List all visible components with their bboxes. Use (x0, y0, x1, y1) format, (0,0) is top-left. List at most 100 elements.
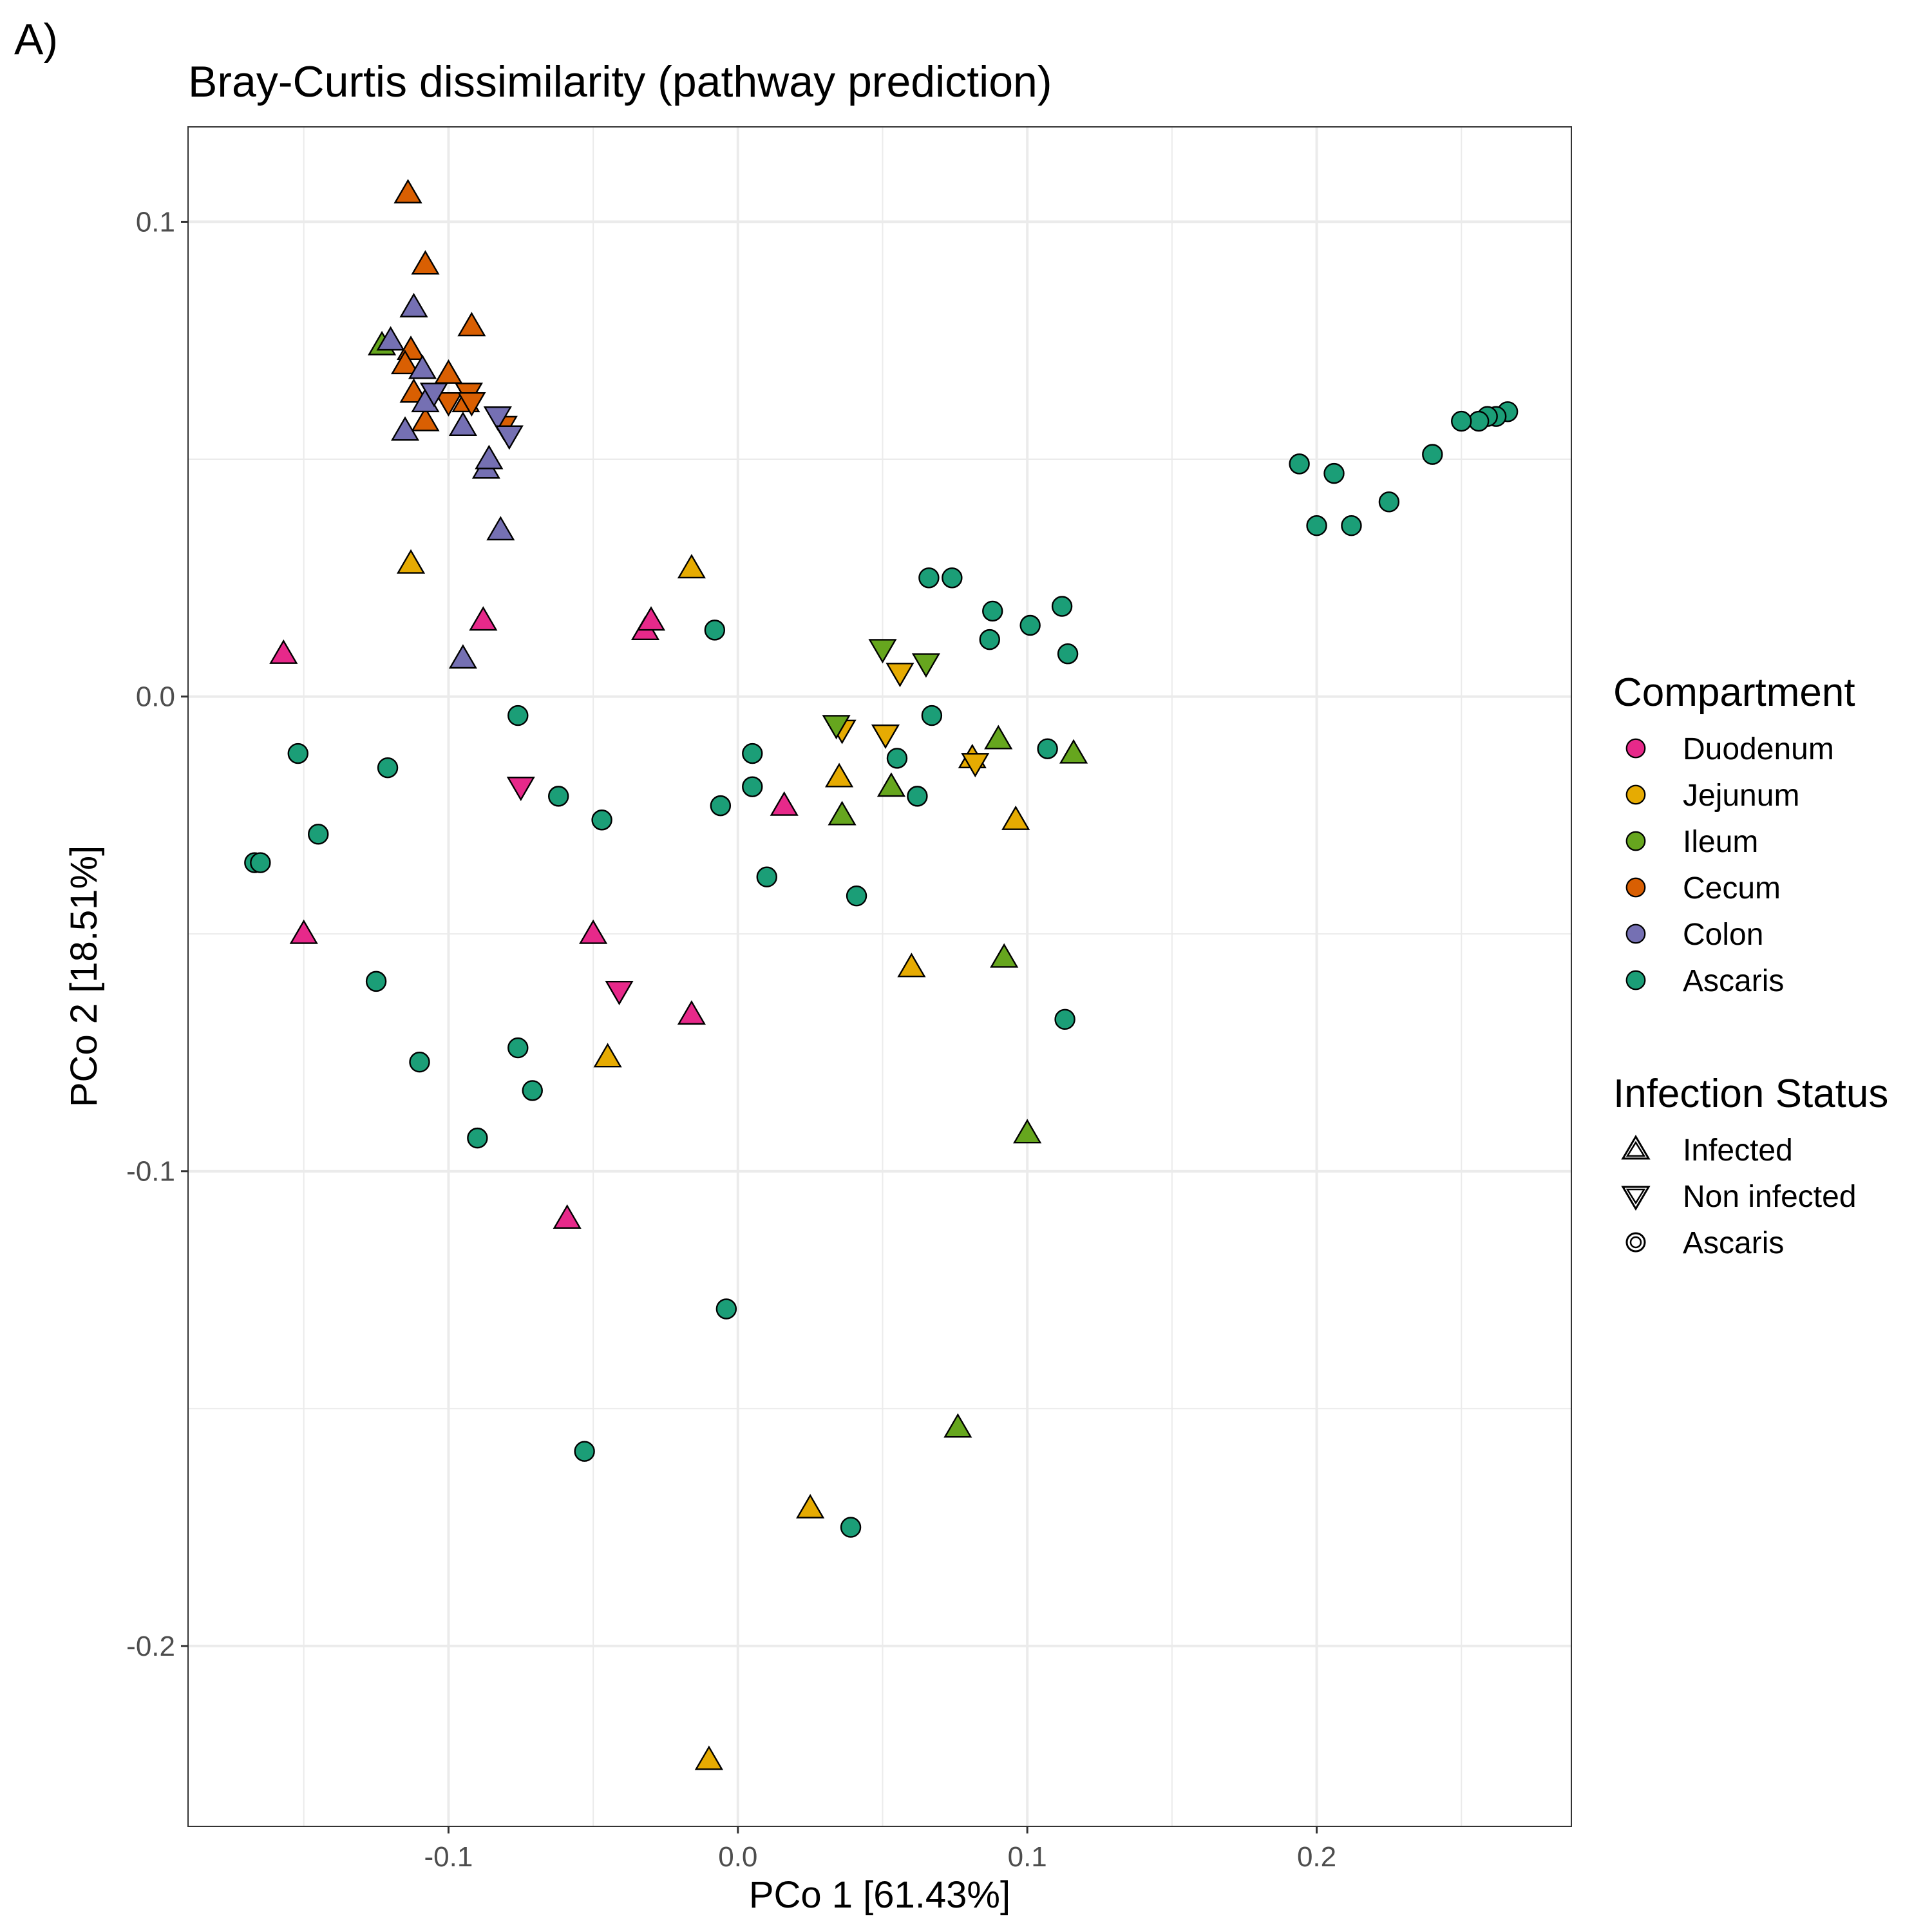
legend-compartment: Compartment Duodenum Jejunum Ileum Cecum Col… (1613, 670, 1855, 998)
ascaris-ascaris-point (1422, 444, 1443, 465)
legend-key (1621, 1186, 1651, 1211)
ascaris-ascaris-point (1054, 1009, 1075, 1030)
data-points (244, 178, 1519, 1770)
duodenum-infected-point (469, 606, 498, 631)
ascaris-ascaris-point (1037, 738, 1058, 759)
cecum-infected-point (411, 406, 440, 431)
jejunum-infected-point (825, 762, 854, 788)
ascaris-ascaris-point (1289, 453, 1310, 475)
y-axis-title: PCo 2 [18.51%] (63, 846, 105, 1107)
colon-infected-point (390, 416, 420, 441)
ascaris-ascaris-point (742, 776, 763, 797)
legend-color-swatch (1625, 738, 1646, 759)
colon-infected-point (376, 326, 405, 351)
ascaris-ascaris-point (907, 786, 928, 807)
legend-label: Non infected (1683, 1180, 1857, 1214)
legend-shape-outer (1621, 1135, 1651, 1160)
duodenum-infected-point (770, 791, 799, 816)
x-tick-label: 0.2 (1297, 1841, 1336, 1873)
x-axis-title: PCo 1 [61.43%] (749, 1874, 1010, 1916)
legend-label: Colon (1683, 918, 1764, 952)
ascaris-ascaris-point (287, 743, 308, 764)
jejunum-non-infected-point (871, 724, 900, 749)
ascaris-ascaris-point (467, 1127, 488, 1149)
duodenum-infected-point (269, 639, 298, 664)
ascaris-ascaris-point (918, 567, 940, 589)
cecum-infected-point (399, 378, 428, 403)
ascaris-ascaris-point (846, 885, 867, 907)
ascaris-ascaris-point (409, 1051, 430, 1073)
colon-infected-point (448, 644, 477, 669)
legend-key (1625, 738, 1646, 759)
jejunum-non-infected-point (961, 753, 990, 778)
ascaris-ascaris-point (365, 971, 387, 992)
jejunum-infected-point (694, 1745, 723, 1770)
legend-color-swatch (1625, 784, 1646, 805)
cecum-non-infected-point (434, 392, 463, 417)
duodenum-infected-point (553, 1204, 582, 1229)
duodenum-infected-point (289, 919, 318, 944)
legend-color-swatch (1625, 923, 1646, 944)
ascaris-ascaris-point (1057, 643, 1079, 665)
ascaris-ascaris-point (921, 705, 943, 726)
legend-key (1625, 970, 1646, 990)
ascaris-ascaris-point (710, 795, 732, 817)
ascaris-ascaris-point (547, 786, 569, 807)
cecum-infected-point (411, 250, 440, 275)
legend-shape-inner (1629, 1236, 1642, 1249)
ascaris-ascaris-point (942, 567, 963, 589)
duodenum-non-infected-point (506, 777, 535, 802)
jejunum-infected-point (1001, 805, 1030, 830)
ascaris-ascaris-point (377, 757, 399, 779)
duodenum-infected-point (636, 606, 666, 631)
duodenum-infected-point (579, 919, 608, 944)
ascaris-ascaris-point (1051, 596, 1073, 617)
cecum-infected-point (434, 359, 463, 384)
legend-label: Cecum (1683, 871, 1781, 905)
colon-infected-point (408, 354, 437, 379)
jejunum-infected-point (897, 952, 926, 978)
axis-ticks: -0.1 0.0 0.1 0.2 0.1 0.0 -0.1 -0.2 (126, 206, 1336, 1873)
ascaris-ascaris-point (308, 824, 329, 845)
ileum-non-infected-point (868, 639, 897, 664)
ascaris-ascaris-point (742, 743, 763, 764)
duodenum-infected-point (677, 1000, 706, 1025)
ascaris-ascaris-point (574, 1441, 595, 1462)
legend-label: Ascaris (1683, 964, 1785, 998)
plot-panel-border (187, 126, 1572, 1827)
jejunum-infected-point (796, 1493, 825, 1519)
legend-key (1625, 784, 1646, 805)
legend-title: Infection Status (1613, 1072, 1889, 1116)
y-tick-label: 0.0 (136, 681, 175, 713)
legend-key (1625, 1232, 1646, 1253)
colon-infected-point (448, 412, 477, 437)
ascaris-ascaris-point (507, 705, 529, 726)
legend-key (1621, 1135, 1651, 1160)
legend-key (1625, 877, 1646, 898)
ileum-infected-point (984, 724, 1013, 750)
ascaris-ascaris-point (507, 1037, 529, 1059)
ascaris-ascaris-point (886, 748, 908, 769)
duodenum-non-infected-point (605, 981, 634, 1006)
x-tick-label: 0.1 (1008, 1841, 1047, 1873)
ascaris-ascaris-point (1378, 491, 1400, 513)
ileum-infected-point (876, 772, 906, 797)
x-tick-label: 0.0 (718, 1841, 757, 1873)
y-tick-label: 0.1 (136, 206, 175, 238)
ascaris-ascaris-point (1323, 462, 1345, 484)
legend-color-swatch (1625, 877, 1646, 898)
ascaris-ascaris-point (979, 629, 1000, 650)
ileum-infected-point (1059, 739, 1088, 764)
legend-key (1625, 831, 1646, 851)
ascaris-ascaris-point (704, 620, 726, 641)
ascaris-ascaris-point (591, 810, 612, 831)
legend-label: Ascaris (1683, 1226, 1785, 1260)
ascaris-ascaris-point (522, 1080, 543, 1101)
colon-non-infected-point (419, 383, 449, 408)
y-tick-label: -0.2 (126, 1631, 175, 1662)
cecum-infected-point (457, 312, 486, 337)
ileum-infected-point (990, 943, 1019, 968)
legend-infection-status: Infection Status Infected Non infected Asc… (1613, 1071, 1889, 1260)
legend-label: Jejunum (1683, 779, 1800, 813)
